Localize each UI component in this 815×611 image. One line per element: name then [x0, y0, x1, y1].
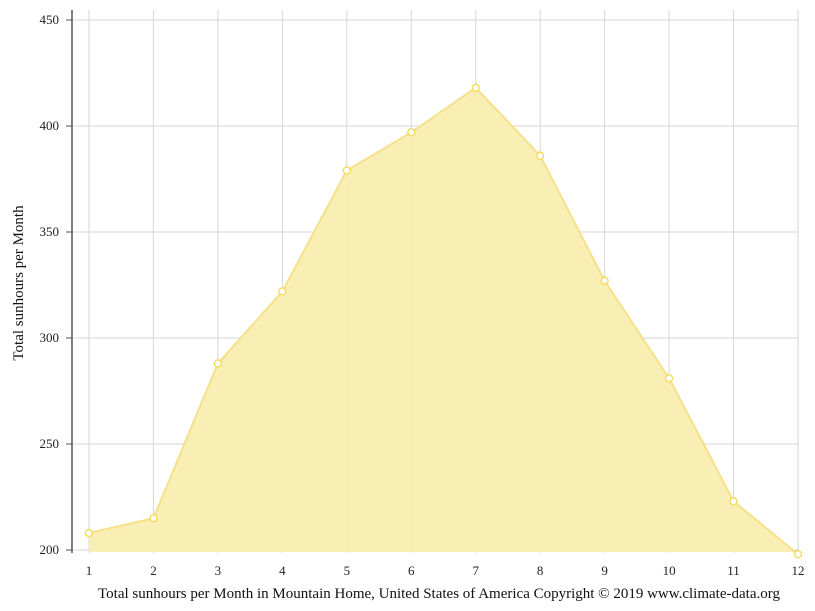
sunhours-area-fill — [89, 87, 798, 555]
data-point-11 — [729, 497, 738, 506]
data-markers — [84, 83, 803, 559]
x-tick-label-7: 7 — [472, 563, 479, 578]
x-tick-label-9: 9 — [601, 563, 608, 578]
x-tick-label-10: 10 — [663, 563, 676, 578]
data-point-8 — [536, 151, 545, 160]
y-tick-label-450: 450 — [40, 12, 60, 27]
data-point-10 — [664, 374, 674, 383]
data-point-9 — [600, 276, 609, 285]
y-tick-label-400: 400 — [40, 118, 60, 133]
y-axis-title: Total sunhours per Month — [11, 205, 27, 361]
data-point-4 — [278, 287, 287, 296]
data-point-7 — [471, 83, 480, 92]
x-tick-label-2: 2 — [150, 563, 157, 578]
data-point-3 — [213, 359, 223, 368]
chart-caption: Total sunhours per Month in Mountain Hom… — [98, 586, 780, 602]
data-point-5 — [342, 166, 351, 175]
data-point-6 — [407, 128, 416, 137]
y-tick-label-250: 250 — [40, 436, 60, 451]
x-tick-label-12: 12 — [792, 563, 805, 578]
y-tick-label-200: 200 — [40, 542, 60, 557]
x-tick-label-4: 4 — [279, 563, 286, 578]
x-tick-label-5: 5 — [344, 563, 351, 578]
y-tick-label-350: 350 — [40, 224, 60, 239]
x-tick-label-11: 11 — [727, 563, 740, 578]
y-tick-label-300: 300 — [40, 330, 60, 345]
x-tick-label-8: 8 — [537, 563, 544, 578]
data-point-2 — [149, 514, 158, 523]
axes — [66, 10, 73, 553]
sunhours-line — [88, 86, 799, 556]
x-tick-label-3: 3 — [215, 563, 222, 578]
data-point-12 — [793, 550, 803, 559]
x-tick-label-6: 6 — [408, 563, 415, 578]
data-point-1 — [84, 528, 94, 538]
x-tick-label-1: 1 — [86, 563, 93, 578]
